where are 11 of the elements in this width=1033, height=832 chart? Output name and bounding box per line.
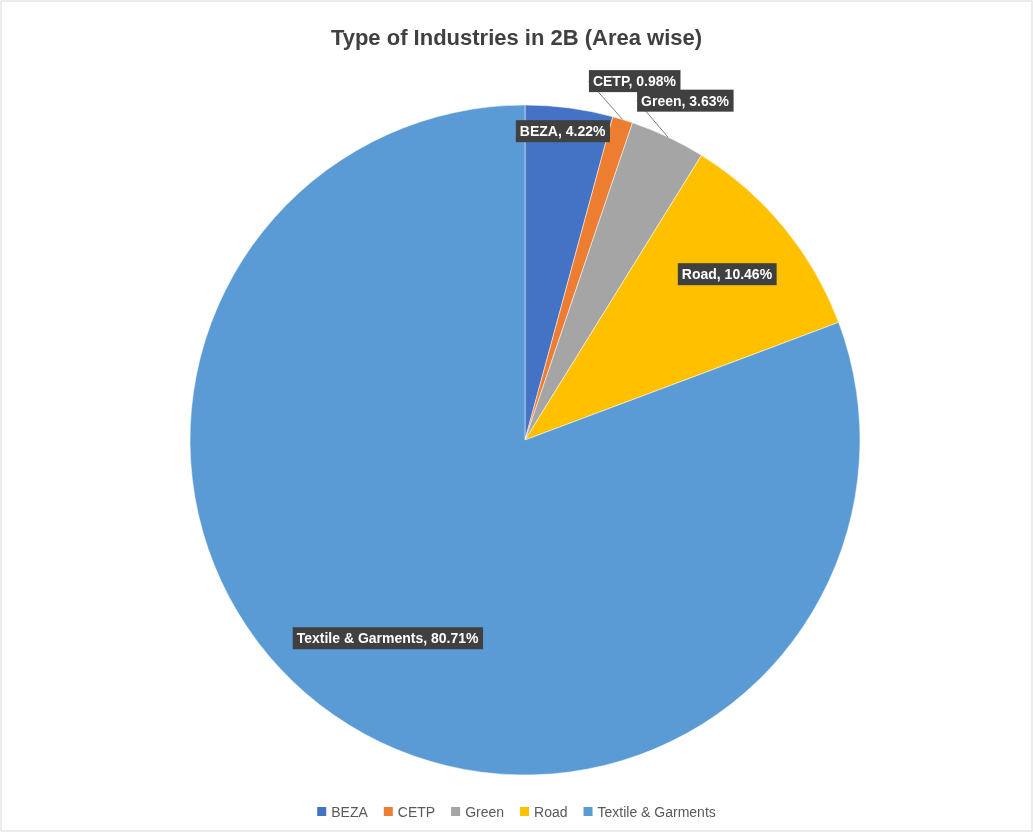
data-label: Textile & Garments, 80.71% — [296, 630, 480, 647]
legend-label: Road — [534, 804, 568, 820]
chart-title: Type of Industries in 2B (Area wise) — [330, 25, 703, 50]
data-label: Road, 10.46% — [681, 266, 773, 283]
data-label: BEZA, 4.22% — [519, 123, 606, 140]
legend-label: BEZA — [331, 804, 369, 820]
data-label: Green, 3.63% — [641, 92, 730, 109]
legend-label: Green — [465, 804, 505, 820]
legend-label: Textile & Garments — [597, 804, 716, 820]
legend-label: CETP — [397, 804, 436, 820]
data-label: CETP, 0.98% — [592, 73, 677, 90]
